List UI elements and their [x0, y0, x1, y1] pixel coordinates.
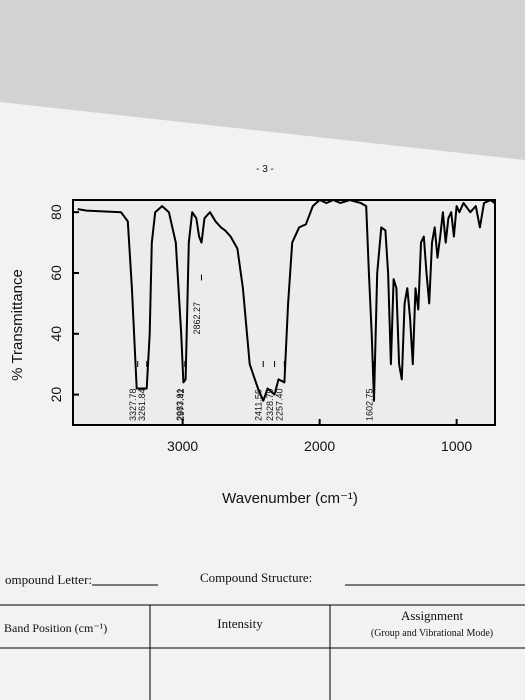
y-axis-label: % Transmittance — [9, 269, 26, 381]
peak-label: 1602.75 — [364, 388, 374, 421]
y-tick-label: 60 — [48, 265, 64, 281]
table-header: Intensity — [217, 616, 263, 631]
spectrum — [77, 199, 495, 402]
page-number: - 3 - — [256, 164, 274, 175]
table-header: Assignment — [401, 608, 464, 623]
x-tick-label: 1000 — [441, 438, 472, 454]
y-tick-label: 40 — [48, 326, 64, 342]
peak-label: 2257.40 — [275, 388, 285, 421]
y-tick-label: 80 — [48, 204, 64, 220]
peak-label: 2983.91 — [175, 388, 185, 421]
peak-label: 2977.42 — [176, 388, 186, 421]
x-tick-label: 3000 — [167, 438, 198, 454]
compound-letter: ompound Letter: — [5, 572, 92, 587]
x-tick-label: 2000 — [304, 438, 335, 454]
x-axis-label: Wavenumber (cm⁻¹) — [222, 490, 358, 507]
table-header: Band Position (cm⁻¹) — [4, 621, 107, 635]
y-tick-label: 20 — [48, 387, 64, 403]
peak-label: 3261.84 — [137, 388, 147, 421]
peak-label: 2411.56 — [254, 389, 264, 421]
compound-structure: Compound Structure: — [200, 570, 312, 585]
peak-label: 3327.78 — [128, 388, 138, 421]
peak-label: 2862.27 — [192, 302, 202, 335]
table-header-note: (Group and Vibrational Mode) — [371, 628, 493, 639]
peak-label: 2328.79 — [265, 388, 275, 421]
